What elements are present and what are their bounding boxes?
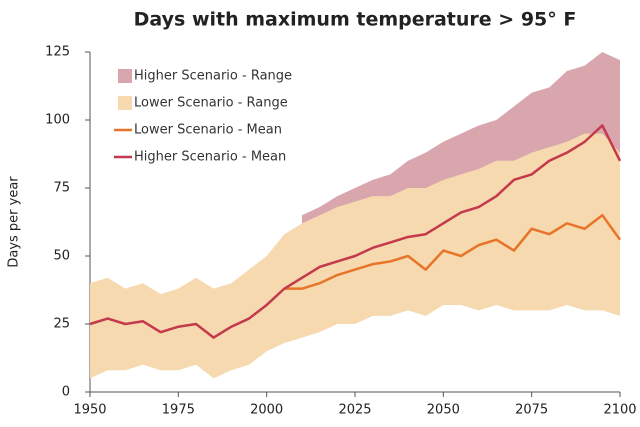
legend-label: Lower Scenario - Range bbox=[134, 96, 288, 111]
x-tick-label: 2075 bbox=[515, 403, 548, 418]
y-tick-label: 0 bbox=[62, 385, 70, 400]
legend-swatch bbox=[118, 96, 132, 110]
chart-title: Days with maximum temperature > 95° F bbox=[134, 9, 577, 31]
x-tick-label: 2000 bbox=[250, 403, 283, 418]
y-tick-label: 125 bbox=[45, 45, 70, 60]
x-tick-label: 2025 bbox=[338, 403, 371, 418]
x-tick-label: 2050 bbox=[427, 403, 460, 418]
x-tick-label: 2100 bbox=[603, 403, 636, 418]
x-tick-label: 1950 bbox=[73, 403, 106, 418]
y-tick-label: 75 bbox=[53, 181, 70, 196]
legend-swatch bbox=[118, 69, 132, 83]
mean-line bbox=[89, 124, 622, 339]
mean-line bbox=[284, 213, 622, 290]
legend-label: Higher Scenario - Mean bbox=[134, 150, 286, 165]
x-tick-label: 1975 bbox=[162, 403, 195, 418]
y-tick-label: 100 bbox=[45, 113, 70, 128]
legend-label: Higher Scenario - Range bbox=[134, 69, 292, 84]
legend-label: Lower Scenario - Mean bbox=[134, 123, 282, 138]
y-tick-label: 50 bbox=[53, 249, 70, 264]
y-tick-label: 25 bbox=[53, 317, 70, 332]
y-axis-label: Days per year bbox=[7, 176, 22, 268]
